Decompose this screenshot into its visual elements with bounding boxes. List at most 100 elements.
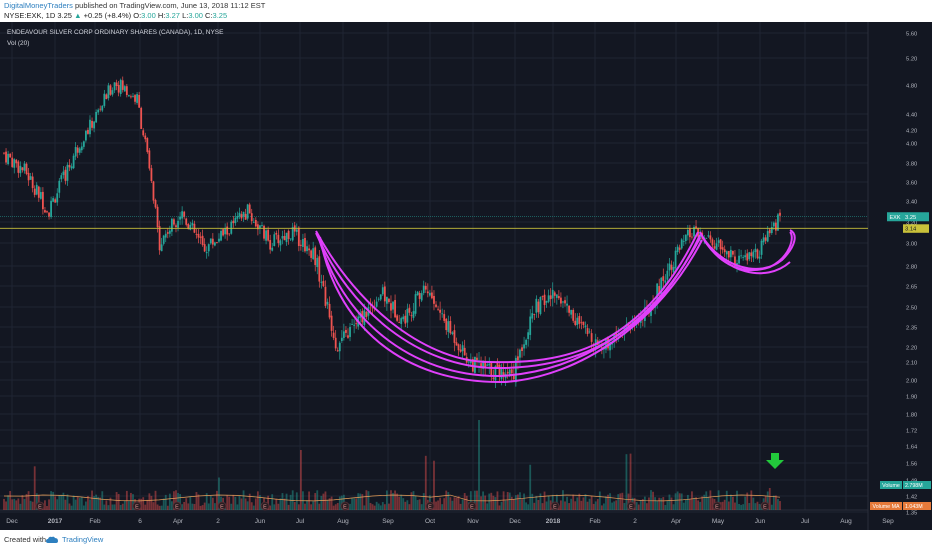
- candle-body: [285, 232, 288, 242]
- candle-body: [740, 255, 742, 257]
- candle-body: [723, 249, 726, 253]
- volume-bar: [152, 502, 155, 510]
- hline-price-tag: [903, 224, 929, 233]
- volume-bar: [779, 501, 781, 510]
- chart-area[interactable]: 5.60 5.20 4.80 4.40 4.20 4.00 3.80 3.60 3.40 3.20…: [0, 22, 932, 530]
- volume-bar: [82, 505, 85, 510]
- volume-bar: [463, 493, 466, 510]
- candle-body: [275, 232, 278, 235]
- volume-bar: [517, 494, 519, 510]
- volume-bar: [768, 488, 771, 510]
- volume-bar: [5, 501, 7, 510]
- tradingview-brand[interactable]: TradingView: [62, 535, 104, 544]
- volume-bar: [770, 504, 773, 510]
- change-value: +0.25 (+8.4%): [83, 11, 132, 20]
- candle-body: [553, 292, 556, 296]
- volume-bar: [576, 497, 579, 510]
- volume-bar: [676, 491, 679, 510]
- volume-bar: [160, 505, 163, 510]
- volume-bar: [406, 500, 409, 510]
- candle-body: [406, 308, 409, 323]
- volume-bar: [414, 495, 417, 510]
- volume-bar: [777, 499, 779, 510]
- candle-body: [7, 153, 9, 165]
- candle-body: [764, 237, 767, 241]
- volume-bar: [646, 503, 648, 510]
- volume-bar: [62, 492, 65, 510]
- volume-bar: [734, 502, 736, 510]
- author-link[interactable]: DigitalMoneyTraders: [4, 1, 73, 10]
- volume-bar: [697, 500, 700, 510]
- volume-bar: [586, 501, 589, 510]
- candle-body: [408, 307, 411, 313]
- volume-bar: [451, 500, 454, 510]
- volume-bar: [455, 497, 458, 510]
- candle-body: [600, 347, 603, 349]
- open-value: 3.00: [141, 11, 156, 20]
- volume-bar: [404, 501, 407, 510]
- volume-bar: [541, 503, 544, 510]
- candle-body: [539, 297, 542, 314]
- volume-bar: [277, 503, 280, 510]
- volume-bar: [695, 497, 697, 510]
- volume-bar: [193, 504, 196, 510]
- candle-body: [459, 349, 462, 352]
- candle-body: [424, 285, 427, 290]
- volume-bar: [705, 491, 708, 510]
- volume-ma-name-tag: [870, 502, 902, 510]
- volume-bar: [484, 495, 487, 510]
- candle-body: [256, 224, 259, 230]
- x-tick-label: 2: [216, 518, 220, 525]
- x-tick-label: Apr: [671, 518, 682, 525]
- volume-bar: [643, 496, 646, 510]
- volume-bar: [758, 503, 761, 510]
- candle-body: [187, 224, 190, 230]
- earnings-marker: [172, 501, 182, 511]
- candle-body: [318, 256, 321, 282]
- candle-body: [543, 294, 546, 306]
- candle-body: [156, 206, 159, 228]
- candle-body: [42, 191, 44, 210]
- candle-body: [748, 252, 751, 260]
- y-tick-label: 4.40: [906, 113, 917, 119]
- volume-bar: [123, 500, 126, 510]
- volume-bar: [318, 503, 321, 510]
- candle-body: [398, 322, 401, 324]
- up-arrow-icon: ▲: [74, 11, 82, 20]
- volume-bar: [240, 498, 243, 510]
- candle-body: [433, 295, 435, 304]
- volume-bar: [211, 497, 214, 510]
- earnings-marker-label: E: [263, 504, 267, 510]
- volume-bar: [80, 497, 83, 510]
- volume-bar: [736, 490, 738, 510]
- candle-body: [342, 331, 345, 338]
- volume-bar: [132, 494, 134, 510]
- candle-body: [611, 343, 614, 345]
- price-chart[interactable]: 5.60 5.20 4.80 4.40 4.20 4.00 3.80 3.60 3.40 3.20…: [0, 22, 932, 530]
- candle-body: [431, 292, 433, 299]
- candle-body: [248, 204, 251, 214]
- volume-bar: [605, 496, 607, 510]
- x-tick-label: Jul: [296, 518, 305, 525]
- volume-bar: [355, 498, 358, 510]
- earnings-marker-label: E: [763, 504, 767, 510]
- candle-body: [664, 280, 667, 283]
- candle-body: [228, 233, 231, 235]
- volume-value-tag: [903, 481, 931, 489]
- candle-body: [580, 322, 583, 324]
- candle-body: [772, 222, 775, 227]
- high-label: H:: [157, 11, 166, 20]
- candle-body: [289, 238, 292, 240]
- volume-bar: [390, 490, 392, 510]
- volume-bar: [242, 490, 245, 510]
- candle-body: [259, 225, 261, 229]
- candle-body: [455, 342, 458, 346]
- earnings-marker-label: E: [220, 504, 224, 510]
- candle-body: [148, 150, 151, 169]
- candle-body: [537, 301, 540, 313]
- volume-bar: [600, 505, 603, 510]
- candle-body: [588, 331, 591, 333]
- volume-bar: [191, 503, 194, 510]
- volume-bar: [7, 495, 9, 510]
- candle-body: [109, 85, 112, 95]
